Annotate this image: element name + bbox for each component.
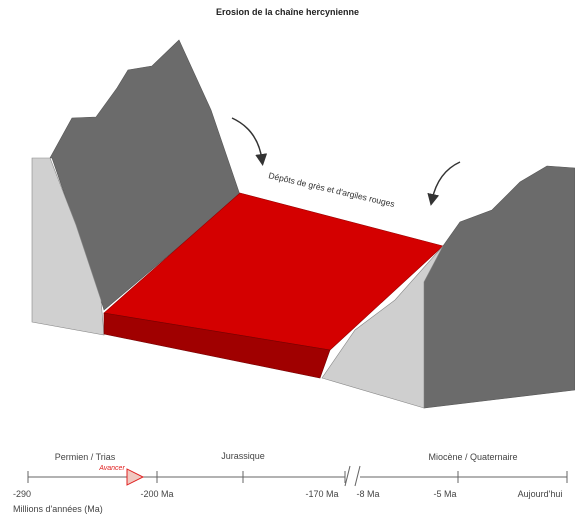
left-mountain-side — [31, 157, 105, 336]
timeline-break — [354, 465, 361, 487]
timeline-unit: Millions d'années (Ma) — [13, 504, 103, 514]
erosion-arrow-left — [231, 117, 268, 166]
tick-label: -8 Ma — [356, 489, 379, 499]
left-mountain — [31, 39, 241, 336]
timeline-break — [344, 465, 351, 487]
deposit-label: Dépôts de grès et d'argiles rouges — [268, 170, 396, 209]
period-label: Permien / Trias — [55, 452, 116, 462]
right-mountain-face — [423, 165, 575, 409]
right-mountain-side — [321, 245, 444, 409]
tick-label: Aujourd'hui — [518, 489, 563, 499]
period-label: Jurassique — [221, 451, 265, 461]
tick-label: -200 Ma — [140, 489, 173, 499]
diagram-title: Erosion de la chaîne hercynienne — [215, 7, 360, 17]
tick-label: -170 Ma — [305, 489, 338, 499]
advance-button[interactable]: Avancer — [98, 465, 145, 486]
right-mountain — [321, 165, 575, 409]
period-label: Miocène / Quaternaire — [428, 452, 517, 462]
deposit-side — [103, 312, 331, 379]
red-deposit — [103, 192, 444, 379]
tick-label: -5 Ma — [433, 489, 456, 499]
erosion-arrow-right — [427, 161, 461, 206]
advance-label: Avancer — [98, 465, 125, 472]
timeline: Permien / Trias Jurassique Miocène / Qua… — [13, 451, 568, 514]
advance-marker-icon — [126, 468, 145, 486]
tick-label: -290 — [13, 489, 31, 499]
